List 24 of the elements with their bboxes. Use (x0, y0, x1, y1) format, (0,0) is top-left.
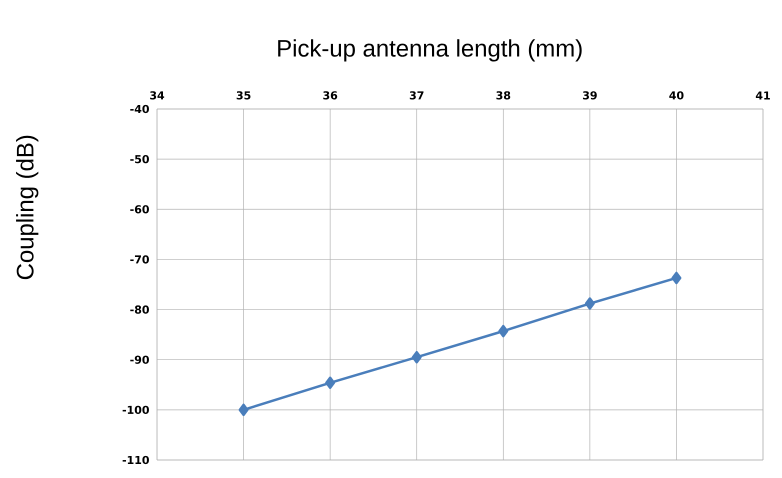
y-tick-label: -70 (130, 255, 149, 264)
x-tick-label: 41 (756, 91, 770, 100)
point (498, 324, 508, 338)
y-tick-label: -60 (130, 205, 149, 214)
chart-title: Pick-up antenna length (mm) (278, 39, 582, 62)
x-tick-label: 35 (236, 91, 250, 100)
y-tick-label: -40 (130, 104, 149, 114)
point (412, 350, 422, 364)
y-tick-label: -90 (130, 356, 149, 364)
point (584, 297, 595, 310)
x-tick-label: 34 (150, 91, 164, 100)
y-tick-label: -110 (122, 456, 149, 464)
x-tick-label: 39 (582, 91, 597, 100)
point (671, 272, 682, 284)
y-axis-title: Coupling (dB) (16, 136, 38, 280)
x-tick-label: 37 (410, 91, 424, 100)
point (325, 376, 336, 390)
point (238, 404, 249, 416)
y-tick-label: -50 (130, 155, 149, 164)
y-tick-label: -80 (130, 305, 149, 314)
x-tick-label: 36 (323, 91, 338, 100)
y-tick-label: -100 (122, 406, 149, 414)
x-tick-label: 40 (669, 91, 684, 100)
x-tick-label: 38 (496, 91, 510, 100)
